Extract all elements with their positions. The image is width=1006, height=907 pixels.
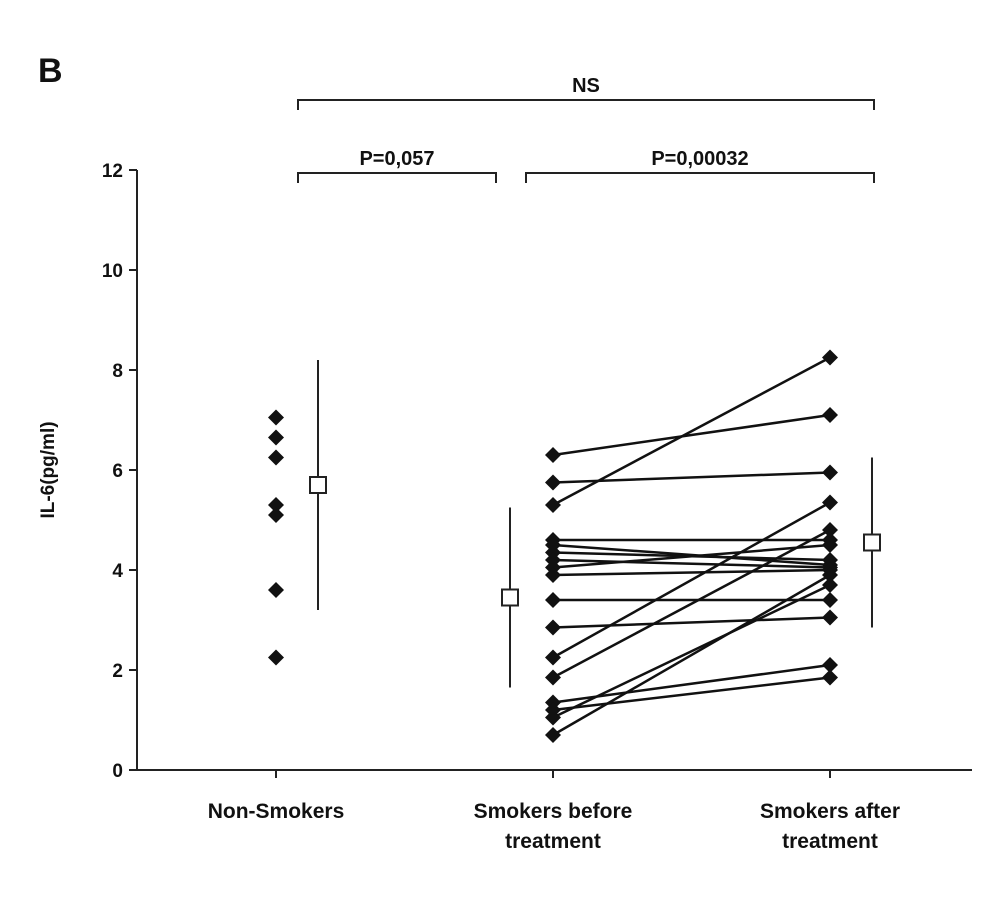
- non-smoker-point: [268, 582, 284, 598]
- smoker-after-point: [822, 577, 838, 593]
- y-axis-title: IL-6(pg/ml): [38, 421, 59, 518]
- significance-bracket: [297, 99, 875, 110]
- smoker-after-point: [822, 567, 838, 583]
- smoker-after-point: [822, 592, 838, 608]
- non-smoker-point: [268, 507, 284, 523]
- significance-label: P=0,057: [359, 148, 434, 170]
- paired-line: [552, 501, 831, 659]
- paired-line: [552, 616, 831, 629]
- x-category-label-line: Non-Smokers: [208, 800, 345, 823]
- smoker-after-point: [822, 657, 838, 673]
- y-tick-label: 12: [102, 161, 123, 182]
- x-category-label-line: Smokers before: [474, 800, 633, 823]
- non-smoker-point: [268, 409, 284, 426]
- smoker-before-point: [545, 619, 561, 636]
- paired-line: [552, 558, 831, 569]
- paired-line: [552, 573, 831, 737]
- smoker-before-point: [545, 447, 561, 463]
- non-smoker-point: [268, 429, 284, 446]
- y-tick-label: 0: [112, 761, 123, 782]
- paired-line: [552, 471, 831, 484]
- smoker-before-point: [545, 727, 561, 743]
- smoker-after-point: [822, 609, 838, 626]
- smoker-before-point: [545, 592, 561, 608]
- paired-line: [552, 543, 831, 569]
- x-category-label: Smokers before treatment: [474, 800, 633, 853]
- smoker-after-point: [822, 669, 838, 686]
- smoker-after-point: [822, 407, 838, 423]
- smoker-before-point: [545, 649, 561, 666]
- panel-letter: B: [38, 52, 63, 90]
- smoker-after-point: [822, 464, 838, 481]
- significance-bracket: [525, 172, 875, 183]
- non-smoker-point: [268, 449, 284, 466]
- significance-bracket: [297, 172, 497, 183]
- smoker-after-point: [822, 494, 838, 511]
- mean-marker: [501, 588, 519, 607]
- x-category-label-line: Smokers after: [760, 800, 900, 823]
- paired-line: [552, 676, 831, 712]
- y-tick-label: 10: [102, 261, 123, 282]
- paired-line: [552, 356, 831, 507]
- mean-marker: [309, 476, 327, 494]
- y-tick-label: 8: [112, 361, 123, 382]
- y-tick-label: 4: [112, 561, 123, 582]
- smoker-after-point: [822, 522, 838, 538]
- smoker-before-point: [545, 669, 561, 686]
- smoker-before-point: [545, 567, 561, 583]
- non-smoker-point: [268, 497, 284, 513]
- x-category-label-line: treatment: [782, 830, 878, 853]
- paired-line: [552, 583, 831, 719]
- x-category-label-line: treatment: [505, 830, 601, 853]
- paired-line: [552, 568, 831, 577]
- y-tick-label: 6: [112, 461, 123, 482]
- x-category-label: Non-Smokers: [208, 800, 345, 823]
- significance-label: NS: [572, 75, 600, 97]
- smoker-after-point: [822, 537, 838, 553]
- smoker-before-point: [545, 497, 561, 513]
- smoker-after-point: [822, 349, 838, 366]
- non-smoker-point: [268, 649, 284, 666]
- paired-line: [552, 528, 831, 679]
- paired-line: [552, 413, 831, 457]
- x-category-label: Smokers after treatment: [760, 800, 900, 853]
- mean-marker: [863, 533, 881, 552]
- y-tick-label: 2: [112, 661, 123, 682]
- smoker-before-point: [545, 474, 561, 491]
- significance-label: P=0,00032: [651, 148, 748, 170]
- smoker-before-point: [545, 709, 561, 726]
